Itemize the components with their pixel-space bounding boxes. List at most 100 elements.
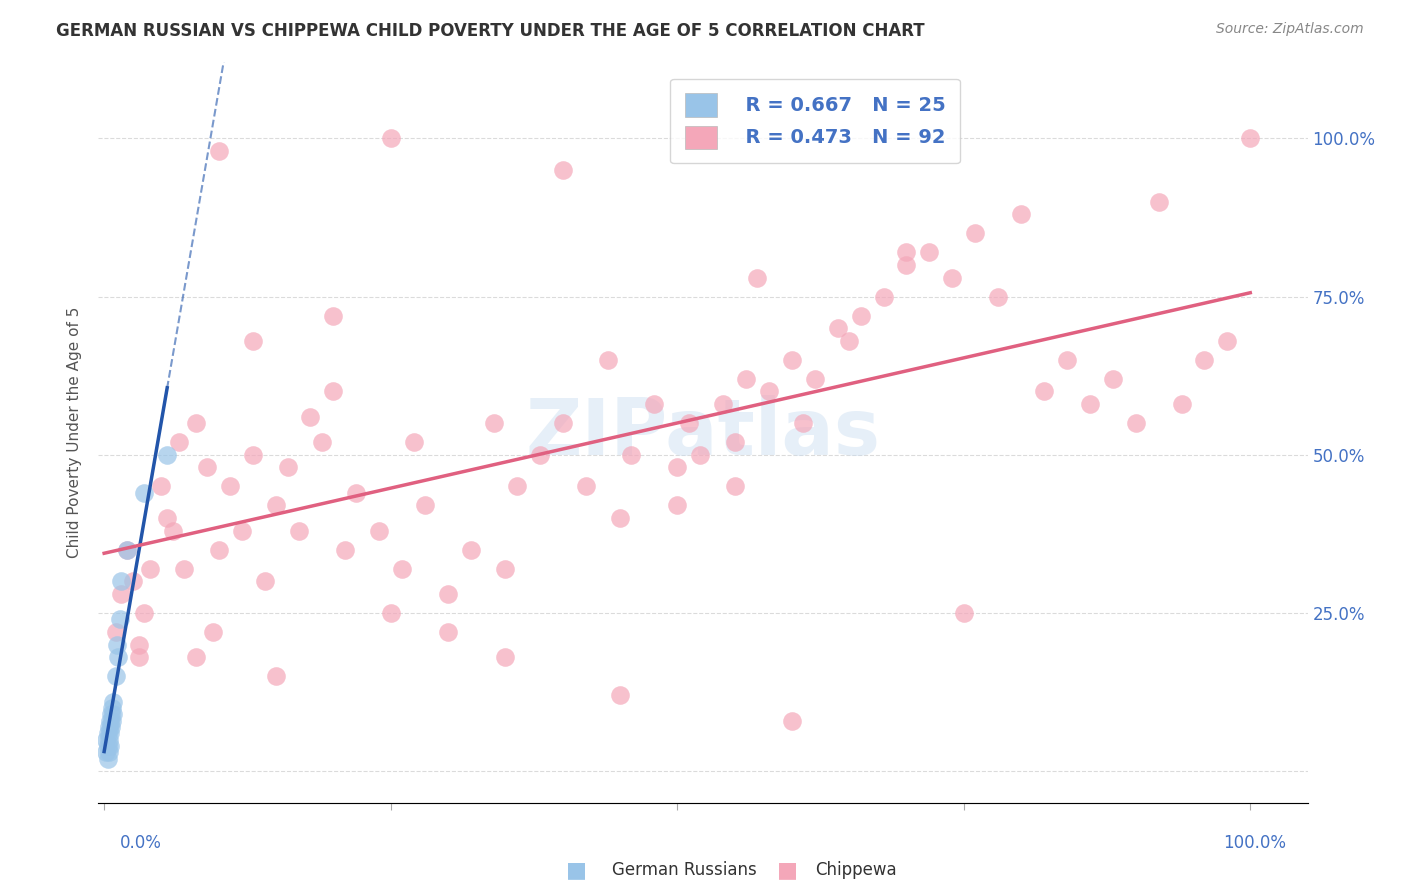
Point (195, 460, 218, 475)
Point (494, 562, 516, 576)
Point (97, 751, 120, 765)
Text: German Russians: German Russians (612, 861, 756, 879)
Point (780, 352, 803, 367)
Point (643, 397, 665, 411)
Point (219, 479, 242, 493)
Point (264, 499, 287, 513)
Point (322, 384, 344, 399)
Point (1239, 131, 1261, 145)
Point (242, 448, 264, 462)
Point (115, 542, 138, 557)
Point (460, 542, 482, 557)
Point (551, 416, 574, 430)
Point (333, 542, 356, 557)
Point (264, 669, 287, 683)
Point (162, 524, 184, 538)
Point (494, 650, 516, 665)
Point (896, 258, 918, 272)
Point (104, 624, 127, 639)
Point (202, 624, 225, 639)
Point (97, 745, 120, 759)
Point (872, 289, 894, 303)
Point (104, 669, 127, 683)
Point (184, 650, 207, 665)
Point (723, 479, 745, 493)
Point (115, 542, 138, 557)
Point (134, 485, 156, 500)
Point (299, 409, 322, 424)
Point (551, 163, 574, 178)
Point (107, 650, 129, 665)
Point (735, 372, 758, 386)
Point (150, 479, 173, 493)
Point (413, 499, 436, 513)
Point (368, 524, 391, 538)
Point (101, 714, 124, 728)
Point (1056, 352, 1078, 367)
Point (311, 435, 333, 450)
Point (110, 574, 132, 589)
Point (838, 334, 860, 348)
Text: 100.0%: 100.0% (1223, 834, 1286, 852)
Text: ■: ■ (567, 860, 586, 880)
Point (108, 612, 131, 626)
Point (242, 334, 264, 348)
Point (529, 448, 551, 462)
Point (105, 638, 128, 652)
Point (574, 479, 596, 493)
Point (380, 131, 402, 145)
Point (253, 574, 276, 589)
Point (98, 714, 121, 728)
Point (780, 714, 803, 728)
Text: Source: ZipAtlas.com: Source: ZipAtlas.com (1216, 22, 1364, 37)
Point (208, 542, 231, 557)
Point (97, 726, 120, 740)
Point (288, 524, 311, 538)
Point (941, 270, 963, 285)
Point (110, 587, 132, 601)
Point (747, 270, 769, 285)
Point (156, 511, 179, 525)
Point (103, 694, 125, 708)
Point (134, 606, 156, 620)
Point (184, 416, 207, 430)
Point (689, 448, 711, 462)
Point (506, 479, 529, 493)
Point (666, 499, 689, 513)
Point (666, 460, 689, 475)
Point (96, 745, 118, 759)
Point (849, 309, 872, 323)
Point (965, 227, 987, 241)
Point (437, 624, 460, 639)
Point (1216, 334, 1239, 348)
Point (128, 638, 150, 652)
Point (1147, 194, 1170, 209)
Point (620, 448, 643, 462)
Point (918, 245, 941, 260)
Point (344, 485, 367, 500)
Point (208, 144, 231, 158)
Point (98, 726, 121, 740)
Point (896, 245, 918, 260)
Point (678, 416, 700, 430)
Point (156, 448, 179, 462)
Point (380, 606, 402, 620)
Point (711, 397, 734, 411)
Point (827, 321, 849, 335)
Point (103, 707, 125, 722)
Point (139, 562, 162, 576)
Text: 0.0%: 0.0% (120, 834, 162, 852)
Point (1101, 372, 1123, 386)
Point (322, 309, 344, 323)
Text: GERMAN RUSSIAN VS CHIPPEWA CHILD POVERTY UNDER THE AGE OF 5 CORRELATION CHART: GERMAN RUSSIAN VS CHIPPEWA CHILD POVERTY… (56, 22, 925, 40)
Point (1078, 397, 1101, 411)
Point (100, 707, 122, 722)
Point (100, 720, 122, 734)
Text: Chippewa: Chippewa (815, 861, 897, 879)
Point (1033, 384, 1056, 399)
Point (482, 416, 505, 430)
Point (1125, 416, 1147, 430)
Y-axis label: Child Poverty Under the Age of 5: Child Poverty Under the Age of 5 (67, 307, 83, 558)
Point (1194, 352, 1216, 367)
Point (121, 574, 143, 589)
